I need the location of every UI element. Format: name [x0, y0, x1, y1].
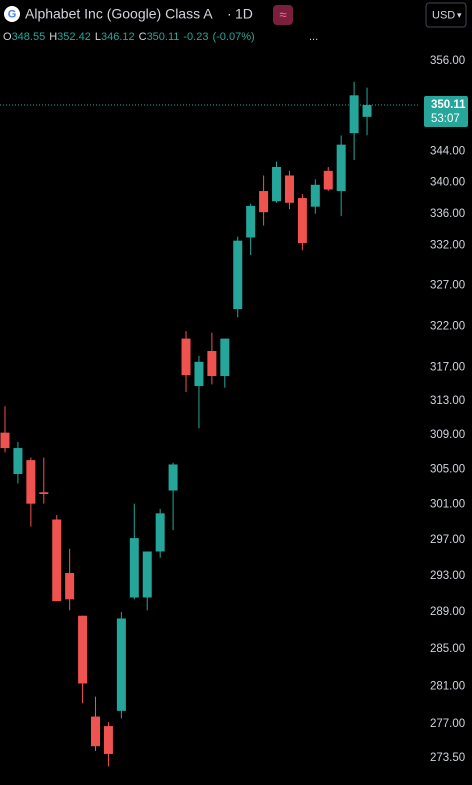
candle-body — [233, 240, 243, 310]
separator: · — [227, 6, 232, 22]
y-tick-label: 285.00 — [430, 643, 465, 655]
candle-body — [103, 726, 113, 754]
candle-body — [362, 105, 372, 117]
ohlc-label: O — [3, 31, 12, 43]
candle-body — [13, 448, 23, 474]
last-price-box — [424, 96, 468, 128]
candle-body — [142, 551, 152, 598]
candle-body — [78, 615, 88, 684]
candle-body — [349, 95, 359, 134]
currency-button[interactable] — [425, 2, 467, 28]
ohlc-row: O 348.55 H 352.42 L 346.12 C 350.11 -0.23 (-0.07%… — [3, 31, 255, 43]
y-tick-label: 332.00 — [430, 239, 465, 251]
candle-body — [336, 144, 346, 192]
interval: 1D — [235, 6, 253, 22]
y-tick-label: 327.00 — [430, 280, 465, 292]
ohlc-label: C — [139, 31, 147, 43]
y-tick-label: 273.50 — [430, 752, 465, 764]
candle-body — [220, 338, 230, 376]
candle-body — [155, 513, 165, 552]
compare-icon[interactable] — [273, 5, 293, 25]
change-pct: (-0.07%) — [212, 31, 254, 43]
candle-body — [323, 170, 333, 190]
y-tick-label: 281.00 — [430, 680, 465, 692]
y-tick-label: 277.00 — [430, 718, 465, 730]
candle-body — [284, 175, 294, 203]
currency-caret: ▾ — [457, 10, 462, 20]
currency: USD — [432, 9, 455, 21]
candle-body — [26, 460, 36, 504]
y-tick-label: 313.00 — [430, 395, 465, 407]
candle-body — [207, 351, 217, 376]
ohlc-label: L — [95, 31, 101, 43]
ohlc-value: 352.42 — [57, 31, 91, 43]
candle-body — [259, 191, 269, 213]
ohlc-value: 348.55 — [12, 31, 46, 43]
ohlc-value: 350.11 — [147, 31, 180, 43]
y-tick-label: 289.00 — [430, 606, 465, 618]
y-tick-label: 301.00 — [430, 499, 465, 511]
y-tick-label: 322.00 — [430, 320, 465, 332]
y-tick-label: 356.00 — [430, 55, 465, 67]
candle-body — [91, 716, 101, 747]
countdown: 53:07 — [431, 113, 460, 125]
candle-body — [297, 198, 307, 244]
ohlc-label: H — [49, 31, 57, 43]
y-tick-label: 309.00 — [430, 429, 465, 441]
logo-letter: G — [8, 8, 17, 20]
logo — [4, 6, 20, 22]
candle-body — [310, 184, 320, 207]
last-price-label: 350.11 — [431, 99, 466, 111]
y-tick-label: 297.00 — [430, 534, 465, 546]
compare-icon-glyph: ≈ — [279, 7, 286, 22]
candle-body — [52, 519, 62, 602]
candle-body — [129, 538, 139, 598]
candle-body — [116, 618, 126, 711]
candle-body — [39, 492, 49, 495]
y-tick-label: 344.00 — [430, 146, 465, 158]
chart-title: Alphabet Inc (Google) Class A — [25, 6, 213, 22]
candle-body — [272, 166, 282, 202]
y-tick-label: 340.00 — [430, 177, 465, 189]
candle-body — [65, 573, 75, 600]
ohlc-value: 346.12 — [101, 31, 135, 43]
y-tick-label: 305.00 — [430, 464, 465, 476]
y-tick-label: 336.00 — [430, 208, 465, 220]
candle-body — [181, 338, 191, 376]
candle-body — [246, 205, 256, 238]
y-tick-label: 293.00 — [430, 570, 465, 582]
candle-body — [168, 464, 178, 491]
change: -0.23 — [183, 31, 208, 43]
y-tick-label: 317.00 — [430, 362, 465, 374]
candle-body — [0, 432, 10, 449]
candle-body — [194, 361, 204, 387]
more-icon[interactable]: ... — [309, 31, 318, 43]
